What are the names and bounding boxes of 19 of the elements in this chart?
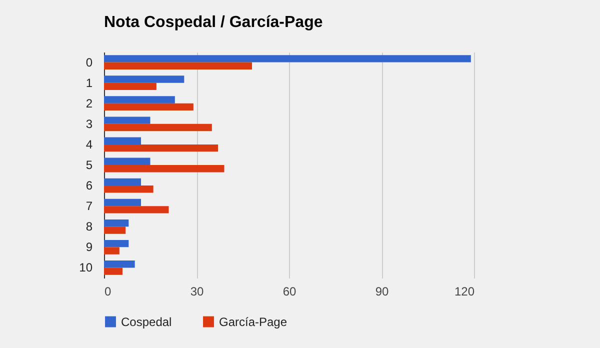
y-tick-label: 7 xyxy=(86,199,93,214)
legend-label: García-Page xyxy=(219,314,288,329)
y-tick-label: 1 xyxy=(86,76,93,90)
chart-title: Nota Cospedal / García-Page xyxy=(104,14,323,31)
x-tick-label: 90 xyxy=(375,284,389,298)
y-tick-label: 2 xyxy=(86,96,93,110)
y-tick-label: 5 xyxy=(86,158,93,172)
y-tick-label: 8 xyxy=(86,220,93,234)
legend-label: Cospedal xyxy=(121,314,172,329)
y-tick-label: 10 xyxy=(79,260,93,275)
x-tick-label: 120 xyxy=(454,284,475,298)
y-tick-label: 0 xyxy=(86,55,93,70)
y-tick-label: 4 xyxy=(86,137,93,152)
y-tick-label: 6 xyxy=(86,178,93,193)
y-tick-label: 9 xyxy=(86,240,93,254)
x-tick-label: 60 xyxy=(282,284,296,298)
y-tick-label: 3 xyxy=(86,116,93,131)
x-tick-label: 0 xyxy=(104,284,112,298)
x-tick-label: 30 xyxy=(190,284,204,298)
